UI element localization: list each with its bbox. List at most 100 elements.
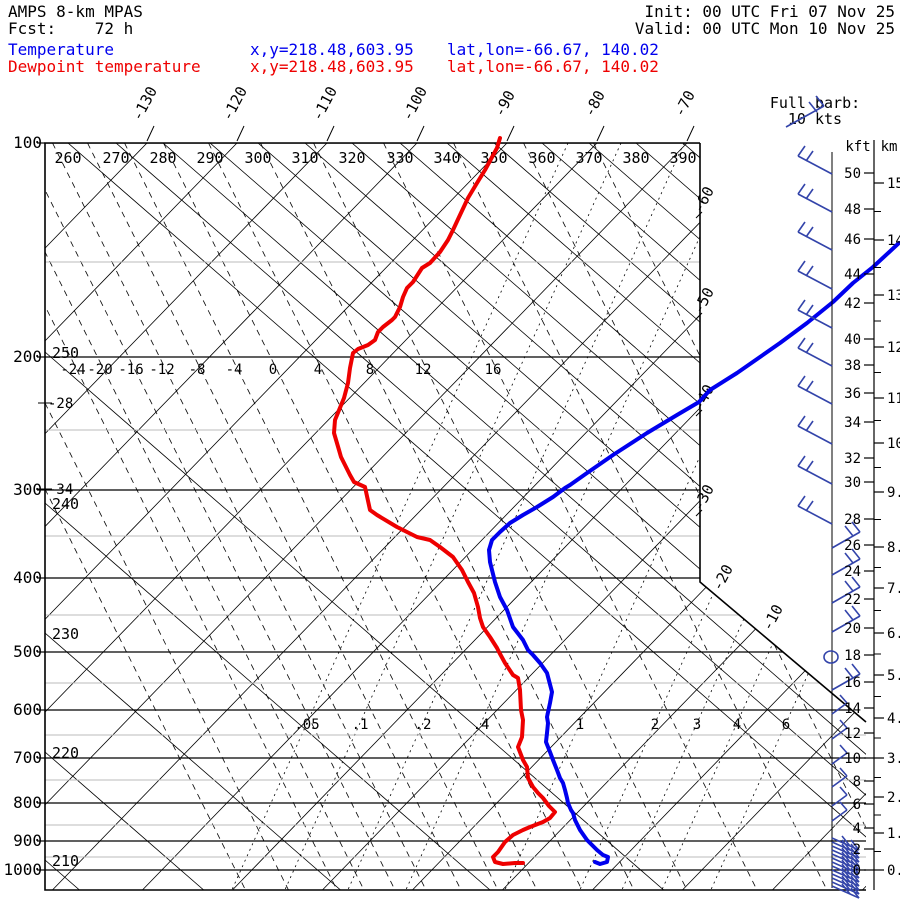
- isotherm-top-tick: [326, 125, 335, 142]
- wind-barb: [850, 883, 860, 895]
- kft-tick-label: 16: [844, 675, 861, 691]
- pressure-grid: [45, 143, 866, 871]
- dry-adiabat-line: [541, 143, 866, 890]
- wind-barb: [797, 299, 806, 311]
- moist-adiabat-line: [453, 143, 828, 890]
- wind-barb: [797, 495, 806, 507]
- wind-barb: [797, 465, 833, 485]
- kft-tick-label: 40: [844, 332, 861, 348]
- km-tick-label: 3.: [887, 751, 900, 767]
- wind-barb: [797, 347, 833, 367]
- moist-adiabat-line: [163, 143, 538, 890]
- wind-barb: [797, 455, 806, 467]
- theta-top-label: 380: [622, 149, 649, 167]
- moist-adiabat-line: [260, 143, 635, 890]
- moist-adiabat-label: -4: [226, 362, 243, 378]
- pressure-label: 700: [13, 748, 42, 767]
- moist-adiabat-left-label: -28: [48, 396, 73, 412]
- km-axis-title: km: [881, 139, 898, 155]
- isotherm-right-tick: [695, 312, 703, 320]
- wind-barb: [805, 500, 814, 512]
- km-tick-label: 8.: [887, 540, 900, 556]
- km-tick-label: 9.: [887, 485, 900, 501]
- theta-left-label: 250: [52, 344, 79, 362]
- wind-barb: [844, 609, 854, 621]
- wind-barb: [850, 859, 860, 871]
- wind-barb: [831, 752, 848, 765]
- mixing-ratio-line: [405, 143, 743, 890]
- isotherm-top-label: -130: [128, 83, 161, 123]
- moist-adiabat-line: [45, 488, 246, 890]
- wind-barb: [850, 851, 860, 863]
- model-title: AMPS 8-km MPAS: [8, 2, 143, 21]
- mixing-ratio-label: 2: [651, 717, 659, 733]
- wind-barb: [808, 101, 818, 113]
- wind-barb: [850, 867, 860, 879]
- mixing-ratio-line: [504, 143, 842, 890]
- wind-barb: [797, 145, 806, 157]
- wind-barb: [850, 847, 860, 859]
- theta-top-label: 280: [149, 149, 176, 167]
- pressure-label: 900: [13, 831, 42, 850]
- moist-adiabat-label: 16: [485, 362, 502, 378]
- calm-wind-circle: [823, 650, 839, 664]
- valid-time: Valid: 00 UTC Mon 10 Nov 25: [634, 19, 895, 38]
- wind-barb: [844, 552, 854, 564]
- isotherm-outside-label: -20: [708, 561, 737, 593]
- wind-barb: [841, 863, 851, 875]
- wind-barb: [831, 531, 861, 549]
- wind-barb: [851, 605, 861, 617]
- wind-barb: [850, 839, 860, 851]
- wind-barb: [841, 879, 851, 891]
- mixing-ratio-label: 3: [693, 717, 701, 733]
- km-tick-label: 4.: [887, 711, 900, 727]
- pressure-label: 300: [13, 480, 42, 499]
- wind-barb: [831, 586, 861, 604]
- theta-left-label: 210: [52, 852, 79, 870]
- mixing-ratio-label: .2: [415, 717, 432, 733]
- theta-top-label: 330: [386, 149, 413, 167]
- wind-barb: [851, 548, 861, 560]
- forecast-hour: Fcst: 72 h: [8, 19, 134, 38]
- trace-lines: [332, 136, 900, 866]
- wind-barb: [805, 265, 814, 277]
- moist-adiabat-line: [45, 143, 396, 890]
- wind-barb: [831, 702, 848, 715]
- wind-barb: [797, 337, 806, 349]
- height-axes: kft km50484644424038363432302826242220181…: [844, 139, 900, 890]
- dry-adiabat-line: [162, 143, 866, 890]
- wind-barb: [850, 887, 860, 899]
- wind-barb: [850, 843, 860, 855]
- wind-barb: [844, 667, 854, 679]
- theta-top-label: 310: [291, 149, 318, 167]
- kft-tick-label: 44: [844, 267, 861, 283]
- km-tick-label: 7.: [887, 581, 900, 597]
- theta-top-label: 360: [528, 149, 555, 167]
- dry-adiabat-line: [45, 859, 80, 890]
- wind-barb: [839, 801, 848, 811]
- isotherm-top-tick: [416, 125, 425, 142]
- theta-top-label: 270: [102, 149, 129, 167]
- frame-outline: [44, 142, 866, 891]
- legend-dewpoint-xy: x,y=218.48,603.95: [250, 57, 414, 76]
- wind-barb: [797, 183, 806, 195]
- kft-tick-label: 48: [844, 202, 861, 218]
- km-tick-label: 13.: [887, 288, 900, 304]
- moist-adiabat-line: [52, 143, 427, 890]
- km-tick-label: 11.: [887, 391, 900, 407]
- moist-adiabat-label: -8: [189, 362, 206, 378]
- legend-dewpoint-label: Dewpoint temperature: [8, 57, 201, 76]
- moist-adiabat-line: [45, 143, 365, 890]
- wind-barb: [839, 744, 848, 754]
- plot-frame: [44, 142, 867, 891]
- wind-barb: [841, 883, 851, 895]
- isotherm-top-label: -70: [670, 87, 699, 119]
- moist-adiabat-label: -16: [118, 362, 143, 378]
- theta-left-label: 230: [52, 625, 79, 643]
- dry-adiabat-line: [67, 143, 866, 890]
- wind-barb: [831, 727, 848, 740]
- wind-barb: [851, 521, 861, 533]
- wind-barb: [805, 342, 814, 354]
- kft-tick-label: 18: [844, 648, 861, 664]
